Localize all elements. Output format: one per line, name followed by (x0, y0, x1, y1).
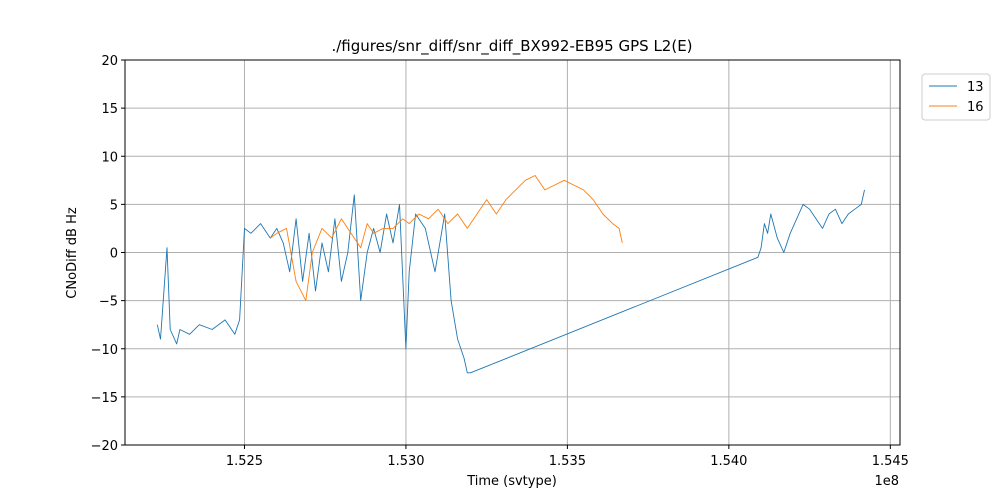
x-tick-label: 1.525 (226, 454, 263, 469)
x-axis-ticks: 1.525 1.530 1.535 1.540 1.545 (226, 445, 909, 469)
y-tick-label: 0 (110, 247, 118, 262)
x-axis-label: Time (svtype) (466, 474, 557, 489)
y-tick-label: −20 (91, 439, 118, 454)
x-tick-label: 1.545 (872, 454, 909, 469)
x-tick-label: 1.530 (387, 454, 424, 469)
x-tick-label: 1.540 (710, 454, 747, 469)
series-layer (156, 175, 865, 374)
x-tick-label: 1.535 (549, 454, 586, 469)
y-axis-label: CNoDiff dB Hz (65, 207, 80, 299)
y-tick-label: 5 (110, 198, 118, 213)
y-tick-label: −10 (91, 343, 118, 358)
legend-label-16: 16 (967, 100, 984, 115)
y-axis-ticks: −20 −15 −10 −5 0 5 10 15 20 (91, 54, 125, 454)
y-tick-label: −5 (99, 295, 118, 310)
y-tick-label: −15 (91, 391, 118, 406)
x-axis-offset-label: 1e8 (874, 474, 899, 489)
series-line-16 (270, 175, 623, 302)
legend: 13 16 (921, 73, 991, 121)
chart-title: ./figures/snr_diff/snr_diff_BX992-EB95 G… (331, 37, 692, 56)
series-line-13 (156, 189, 865, 374)
y-tick-label: 10 (101, 150, 118, 165)
y-tick-label: 15 (101, 102, 118, 117)
y-tick-label: 20 (101, 54, 118, 69)
legend-label-13: 13 (967, 80, 984, 95)
